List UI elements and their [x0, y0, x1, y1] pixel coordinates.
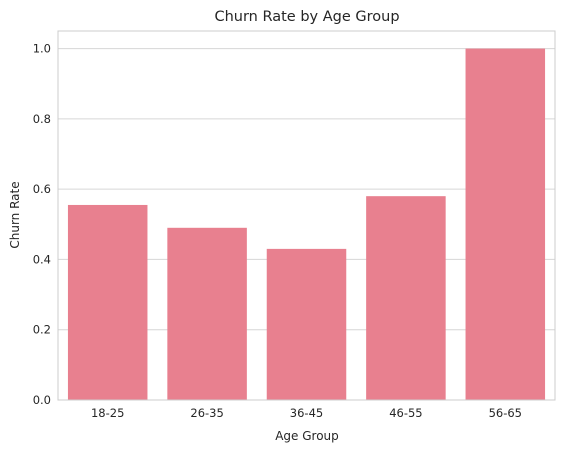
- x-tick-label: 18-25: [91, 406, 124, 420]
- bar-18-25: [67, 204, 148, 400]
- y-axis-label: Churn Rate: [8, 181, 22, 248]
- bar-26-35: [167, 227, 247, 400]
- x-axis-ticks: 18-25 26-35 36-45 46-55 56-65: [91, 406, 522, 420]
- y-tick-label: 0.6: [33, 182, 51, 196]
- y-axis-ticks: 0.0 0.2 0.4 0.6 0.8 1.0: [33, 42, 51, 407]
- x-tick-label: 46-55: [389, 406, 422, 420]
- y-tick-label: 0.4: [33, 252, 51, 266]
- x-tick-label: 56-65: [489, 406, 522, 420]
- x-tick-label: 36-45: [290, 406, 323, 420]
- chart-title: Churn Rate by Age Group: [214, 9, 399, 25]
- y-tick-label: 0.2: [33, 323, 51, 337]
- y-tick-label: 1.0: [33, 42, 51, 56]
- x-tick-label: 26-35: [190, 406, 223, 420]
- bars: [67, 48, 546, 400]
- y-tick-label: 0.8: [33, 112, 51, 126]
- bar-36-45: [266, 248, 347, 400]
- plot-frame: [57, 30, 556, 401]
- bar-46-55: [366, 196, 446, 400]
- x-axis-label: Age Group: [275, 429, 339, 443]
- bar-56-65: [465, 48, 546, 400]
- y-tick-label: 0.0: [33, 393, 51, 407]
